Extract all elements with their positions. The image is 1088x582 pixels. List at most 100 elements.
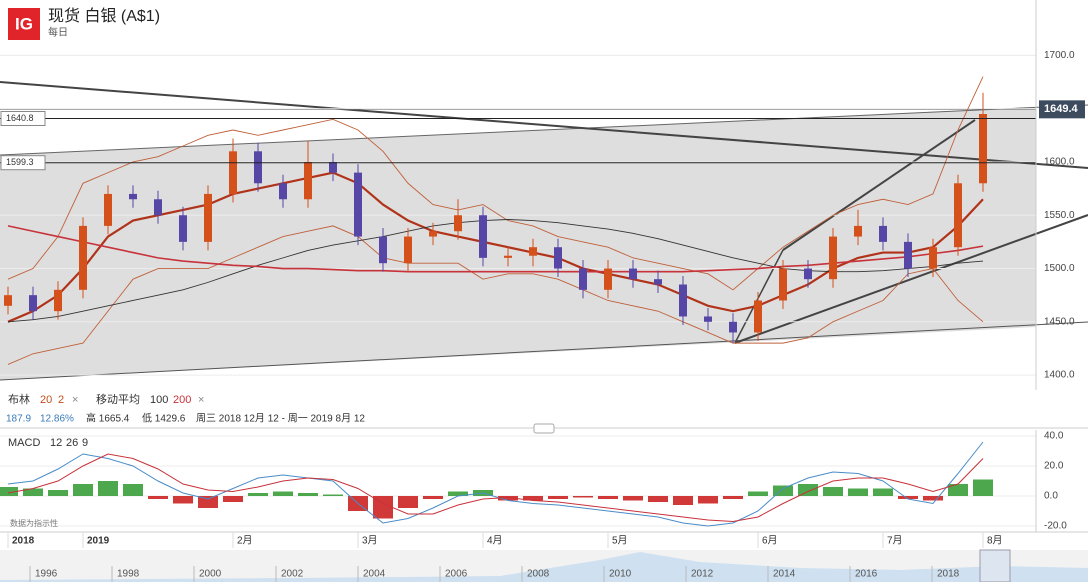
histogram-bar xyxy=(723,496,743,499)
y-tick-label: 40.0 xyxy=(1044,431,1064,442)
candle-body xyxy=(229,151,237,194)
candle-body xyxy=(354,172,362,237)
histogram-bar xyxy=(398,496,418,508)
histogram-bar xyxy=(673,496,693,505)
x-tick-label: 8月 xyxy=(987,535,1003,547)
navigator-year: 2006 xyxy=(445,569,468,580)
histogram-bar xyxy=(948,484,968,496)
x-tick-label: 4月 xyxy=(487,535,503,547)
trend-line xyxy=(734,249,784,344)
candle-body xyxy=(779,268,787,301)
indicator-param: 100 xyxy=(150,394,168,406)
indicator-line xyxy=(7,441,984,527)
candle-body xyxy=(79,225,87,290)
candle-body xyxy=(704,316,712,322)
candle-body xyxy=(504,255,512,258)
histogram-bar xyxy=(98,481,118,496)
histogram-bar xyxy=(798,484,818,496)
indicator-line xyxy=(7,453,984,523)
price-panel: 1400.01450.01500.01550.01600.01650.01700… xyxy=(0,50,1085,381)
candle-body xyxy=(554,247,562,269)
indicator-line xyxy=(7,225,984,273)
navigator-year: 2004 xyxy=(363,569,386,580)
low: 低 1429.6 xyxy=(142,412,186,425)
navigator-year: 2002 xyxy=(281,569,304,580)
histogram-bar xyxy=(823,487,843,496)
indicator-line xyxy=(7,171,984,323)
navigator-year: 1996 xyxy=(35,569,58,580)
navigator-year: 2014 xyxy=(773,569,796,580)
histogram-bar xyxy=(623,496,643,501)
histogram-bar xyxy=(923,496,943,501)
histogram-bar xyxy=(173,496,193,504)
candle-body xyxy=(854,225,862,237)
histogram-bar xyxy=(448,491,468,496)
date-range: 周三 2018 12月 12 - 周一 2019 8月 12 xyxy=(196,413,365,425)
histogram-bar xyxy=(323,494,343,496)
navigator-year: 1998 xyxy=(117,569,140,580)
navigator-years: 1996 1998 2000 2002 2004 2006 2008 2010 2012 2014… xyxy=(29,566,960,582)
histogram-bar xyxy=(573,496,593,498)
macd-param: 9 xyxy=(82,437,88,449)
histogram-bar xyxy=(648,496,668,502)
y-tick-label: 1450.0 xyxy=(1044,316,1075,327)
histogram-bar xyxy=(523,496,543,501)
candle-body xyxy=(579,268,587,290)
candle-body xyxy=(4,295,12,306)
candle-body xyxy=(379,236,387,264)
navigator-window[interactable] xyxy=(979,549,1011,582)
macd-title: MACD xyxy=(8,437,40,449)
title: 现货 白银 (A$1) xyxy=(48,7,160,25)
resize-handle[interactable] xyxy=(533,423,555,434)
indicator-param: 2 xyxy=(58,394,64,406)
candle-body xyxy=(54,289,62,312)
histogram-bar xyxy=(698,496,718,504)
navigator-year: 2010 xyxy=(609,569,632,580)
histogram-bar xyxy=(873,488,893,496)
close-button[interactable]: × xyxy=(72,394,78,406)
candle-body xyxy=(104,193,112,226)
candle-body xyxy=(529,247,537,256)
channel-bottom xyxy=(0,321,1088,381)
candle-body xyxy=(29,295,37,312)
indicator-name: 移动平均 xyxy=(96,393,140,406)
last-price-badge xyxy=(1039,100,1085,119)
indicator-line xyxy=(7,219,984,323)
price-line-label: 1640.8 xyxy=(6,113,34,123)
histogram-bar xyxy=(223,496,243,502)
candle-body xyxy=(454,215,462,232)
indicator-name: 布林 xyxy=(8,392,30,406)
indicator-line xyxy=(7,76,984,291)
histogram-bar xyxy=(148,496,168,499)
close-button[interactable]: × xyxy=(198,394,204,406)
interval: 每日 xyxy=(48,26,68,39)
x-tick-label: 2018 xyxy=(12,536,35,547)
navigator-year: 2008 xyxy=(527,569,550,580)
y-tick-label: 1600.0 xyxy=(1044,157,1075,168)
histogram-bar xyxy=(373,496,393,519)
candle-body xyxy=(679,284,687,317)
candle-body xyxy=(629,268,637,280)
x-tick-label: 7月 xyxy=(887,535,903,547)
candle-body xyxy=(279,183,287,200)
y-tick-label: 1500.0 xyxy=(1044,263,1075,274)
x-tick-label: 6月 xyxy=(762,535,778,547)
histogram-bar xyxy=(898,496,918,499)
histogram-bar xyxy=(248,493,268,496)
histogram-bar xyxy=(0,487,18,496)
logo xyxy=(8,8,40,40)
candle-body xyxy=(304,161,312,200)
macd-param: 12 xyxy=(50,437,62,449)
navigator-year: 2012 xyxy=(691,569,714,580)
histogram-bar xyxy=(848,488,868,496)
histogram-bar xyxy=(598,496,618,499)
candle-body xyxy=(254,151,262,184)
trend-line xyxy=(0,81,1088,169)
histogram-bar xyxy=(423,496,443,499)
navigator-year: 2016 xyxy=(855,569,878,580)
histogram-bar xyxy=(298,493,318,496)
y-tick-label: 1550.0 xyxy=(1044,210,1075,221)
indicator-param: 200 xyxy=(173,394,191,406)
y-tick-label: 20.0 xyxy=(1044,461,1064,472)
